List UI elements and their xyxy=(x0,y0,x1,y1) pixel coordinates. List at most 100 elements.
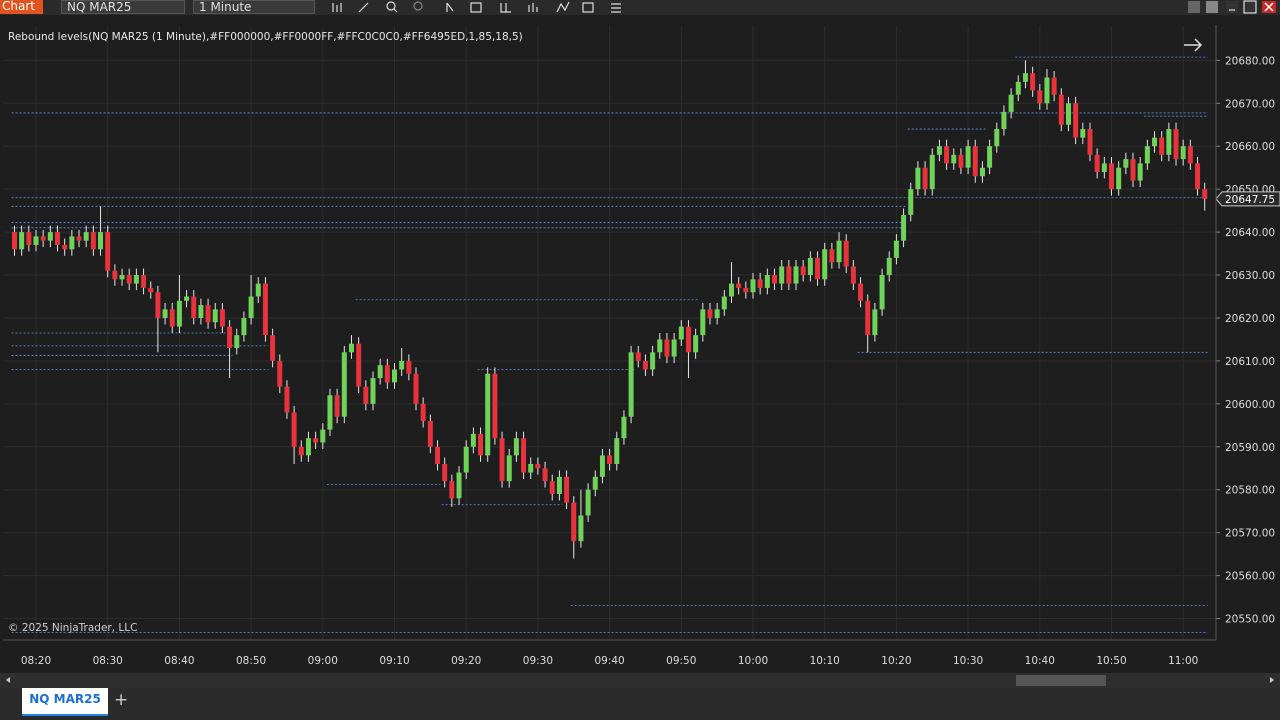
toolbar-icons[interactable] xyxy=(325,0,635,15)
candle-body xyxy=(929,154,935,190)
add-tab[interactable]: + xyxy=(114,690,129,710)
candle-body xyxy=(858,283,864,301)
candle-body xyxy=(55,232,61,245)
candle-body xyxy=(26,232,32,245)
candle-body xyxy=(800,266,806,276)
candle-body xyxy=(478,433,484,456)
candle-body xyxy=(879,275,885,310)
candle-body xyxy=(521,438,527,473)
candle-body xyxy=(872,309,878,336)
y-tick-label: 20670.00 xyxy=(1225,98,1275,110)
candle-body xyxy=(772,275,778,284)
candle-body xyxy=(635,352,641,361)
x-tick-label: 09:00 xyxy=(308,655,338,667)
chart: 20550.00 20560.00 20570.00 20580.00 20590.00… xyxy=(0,15,1280,688)
candle-body xyxy=(1173,129,1179,160)
scrollbar-thumb[interactable] xyxy=(1016,675,1106,686)
candle-body xyxy=(227,326,233,349)
candle-body xyxy=(1166,129,1172,155)
x-tick-label: 09:10 xyxy=(379,655,409,667)
x-tick-label: 09:40 xyxy=(594,655,624,667)
candle-body xyxy=(994,129,1000,147)
candle-body xyxy=(1144,146,1150,164)
y-tick-label: 20630.00 xyxy=(1225,270,1275,282)
candle-body xyxy=(392,369,397,383)
candle-body xyxy=(700,309,706,336)
candle-body xyxy=(1195,163,1201,190)
candle-body xyxy=(922,167,928,190)
candle-body xyxy=(671,339,677,357)
x-tick-label: 08:20 xyxy=(21,655,51,667)
x-tick-label: 09:50 xyxy=(666,655,696,667)
x-tick-label: 10:40 xyxy=(1025,655,1055,667)
y-tick-label: 20580.00 xyxy=(1225,485,1275,497)
x-tick-label: 10:00 xyxy=(738,655,768,667)
candle-body xyxy=(348,343,354,353)
candle-body xyxy=(69,236,75,250)
candle-body xyxy=(893,240,899,258)
candle-body xyxy=(1180,146,1186,160)
candle-body xyxy=(528,463,534,473)
candle-body xyxy=(642,360,648,370)
candle-body xyxy=(958,154,964,168)
candle-body xyxy=(685,326,691,353)
candle-body xyxy=(944,146,950,164)
window-controls[interactable] xyxy=(1186,0,1280,14)
y-tick-label: 20680.00 xyxy=(1225,55,1275,67)
candle-body xyxy=(578,515,584,542)
candle-body xyxy=(585,489,591,516)
candle-body xyxy=(191,296,197,318)
y-tick-label: 20550.00 xyxy=(1225,614,1275,626)
x-tick-label: 08:30 xyxy=(93,655,123,667)
candle-body xyxy=(951,154,957,164)
candle-body xyxy=(119,275,125,280)
chart-tab[interactable]: NQ MAR25 xyxy=(22,688,108,716)
scrollbar[interactable] xyxy=(0,673,1280,688)
candle-body xyxy=(334,395,340,417)
candle-body xyxy=(485,373,491,456)
candle-body xyxy=(850,266,856,284)
candle-body xyxy=(886,257,892,276)
x-tick-label: 11:00 xyxy=(1168,655,1198,667)
candle-body xyxy=(399,360,405,370)
candle-body xyxy=(650,352,656,370)
candle-body xyxy=(148,287,154,293)
x-tick-label: 09:30 xyxy=(523,655,553,667)
candle-body xyxy=(657,339,663,353)
candle-body xyxy=(205,305,211,323)
candle-body xyxy=(420,403,426,422)
candle-body xyxy=(262,283,268,336)
candle-body xyxy=(413,373,419,404)
candle-body xyxy=(1152,137,1158,147)
candle-body xyxy=(757,279,763,288)
candle-body xyxy=(363,386,369,404)
window-title: Chart xyxy=(0,0,43,14)
candle-body xyxy=(936,146,942,155)
interval-selector[interactable]: 1 Minute xyxy=(193,0,315,14)
candle-body xyxy=(456,472,462,499)
candle-body xyxy=(1116,167,1122,190)
candle-body xyxy=(234,335,240,349)
candle-body xyxy=(1030,73,1036,91)
candle-body xyxy=(743,287,749,293)
candle-body xyxy=(219,309,225,327)
candle-body xyxy=(313,438,319,443)
instrument-selector[interactable]: NQ MAR25 xyxy=(61,0,185,14)
candle-body xyxy=(571,502,577,542)
tab-bar: NQ MAR25 + xyxy=(0,688,1280,720)
candle-body xyxy=(11,232,17,250)
candle-body xyxy=(291,412,297,447)
candle-body xyxy=(693,335,699,353)
candle-body xyxy=(377,365,383,379)
x-tick-label: 08:50 xyxy=(236,655,266,667)
chart-background xyxy=(0,15,1280,688)
scroll-to-end[interactable] xyxy=(1184,38,1203,52)
candle-body xyxy=(535,463,541,469)
candle-body xyxy=(564,476,570,503)
candle-body xyxy=(1008,94,1014,112)
candle-body xyxy=(1202,189,1208,199)
candle-body xyxy=(277,360,283,387)
candle-body xyxy=(506,455,512,482)
candle-body xyxy=(1123,159,1129,168)
candle-body xyxy=(19,232,25,250)
